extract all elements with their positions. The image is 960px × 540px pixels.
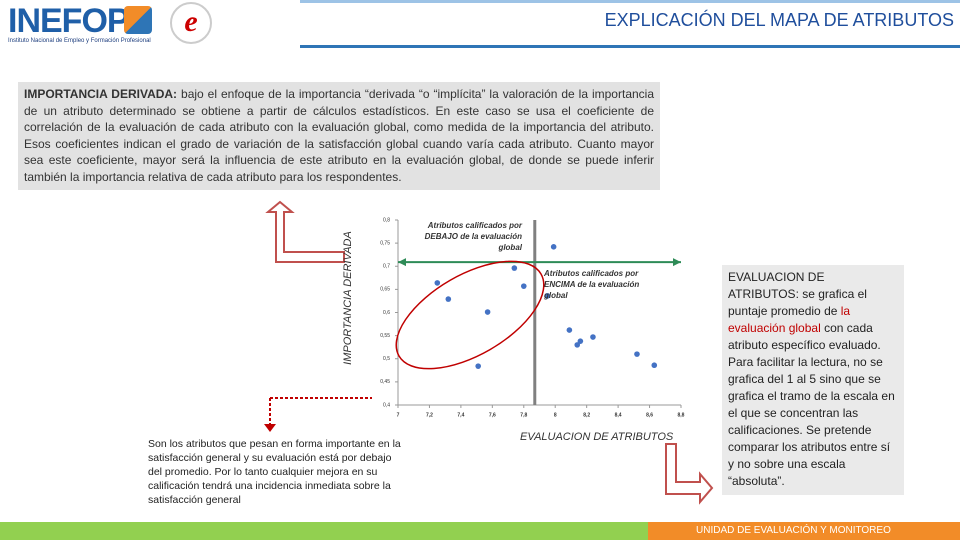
x-tick-label: 7 (397, 412, 400, 418)
point (634, 351, 640, 357)
right-lead: EVALUACION DE ATRIBUTOS: (728, 270, 825, 301)
footer: UNIDAD DE EVALUACIÓN Y MONITOREO (648, 522, 960, 540)
x-tick-label: 8,2 (583, 412, 590, 418)
logo-icon (124, 6, 152, 34)
y-tick-label: 0,55 (380, 333, 390, 339)
point (566, 327, 573, 333)
y-tick-label: 0,4 (383, 402, 390, 408)
x-tick-label: 8,6 (646, 412, 653, 418)
x-tick-label: 7,8 (520, 412, 527, 418)
y-tick-label: 0,65 (380, 287, 390, 293)
arrow-up (265, 200, 345, 263)
right-highlight: la evaluación global (728, 304, 851, 335)
point (475, 363, 481, 369)
highlight-ellipse (395, 260, 545, 370)
y-tick-label: 0,45 (380, 379, 390, 385)
x-tick-label: 8,4 (615, 412, 622, 418)
point (544, 293, 551, 299)
note-below: Atributos calificados por DEBAJO de la e… (424, 221, 522, 252)
logo-subtitle: Instituto Nacional de Empleo y Formación… (8, 38, 151, 44)
point (445, 296, 452, 302)
point (651, 362, 658, 369)
y-tick-label: 0,6 (383, 310, 390, 316)
y-tick-label: 0,5 (383, 356, 390, 362)
right-text: se grafica el puntaje promedio de (728, 287, 867, 318)
arrow-head (264, 424, 276, 432)
point (434, 280, 441, 286)
x-tick-label: 7,6 (489, 412, 496, 418)
y-tick-label: 0,75 (380, 240, 390, 246)
right-box: EVALUACION DE ATRIBUTOS: se grafica el p… (722, 265, 904, 495)
footer-green (0, 522, 648, 540)
x-tick-label: 7,2 (426, 412, 433, 418)
point (520, 283, 527, 289)
point (574, 342, 581, 348)
right-text: con cada atributo específico evaluado. P… (728, 321, 895, 488)
x-tick-label: 7,4 (457, 412, 464, 418)
top-bar (300, 0, 960, 48)
logo: INEFOP (8, 2, 130, 40)
point (511, 265, 518, 271)
slide-title: EXPLICACIÓN DEL MAPA DE ATRIBUTOS (604, 10, 954, 30)
intro-lead: IMPORTANCIA DERIVADA: (24, 87, 178, 101)
y-tick-label: 0,7 (383, 264, 390, 270)
arrow-l (398, 258, 406, 267)
point (484, 309, 491, 315)
bottom-text: Son los atributos que pesan en forma imp… (148, 438, 401, 506)
x-axis-label: EVALUACION DE ATRIBUTOS (520, 431, 674, 443)
arrow-right (665, 443, 714, 505)
point (577, 338, 584, 344)
note-above: Atributos calificados por ENCIMA de la e… (544, 269, 640, 300)
arrow-r (673, 258, 681, 267)
x-tick-label: 8 (554, 412, 557, 418)
x-tick-label: 8,8 (678, 412, 685, 418)
intro-box: IMPORTANCIA DERIVADA: bajo el enfoque de… (18, 82, 660, 190)
point (590, 334, 596, 340)
intro-text: bajo el enfoque de la importancia “deriv… (24, 87, 655, 184)
logo-e: e (170, 2, 212, 44)
point (550, 244, 557, 250)
y-tick-label: 0,8 (383, 217, 390, 223)
y-axis-label: IMPORTANCIA DERIVADA (342, 231, 354, 365)
